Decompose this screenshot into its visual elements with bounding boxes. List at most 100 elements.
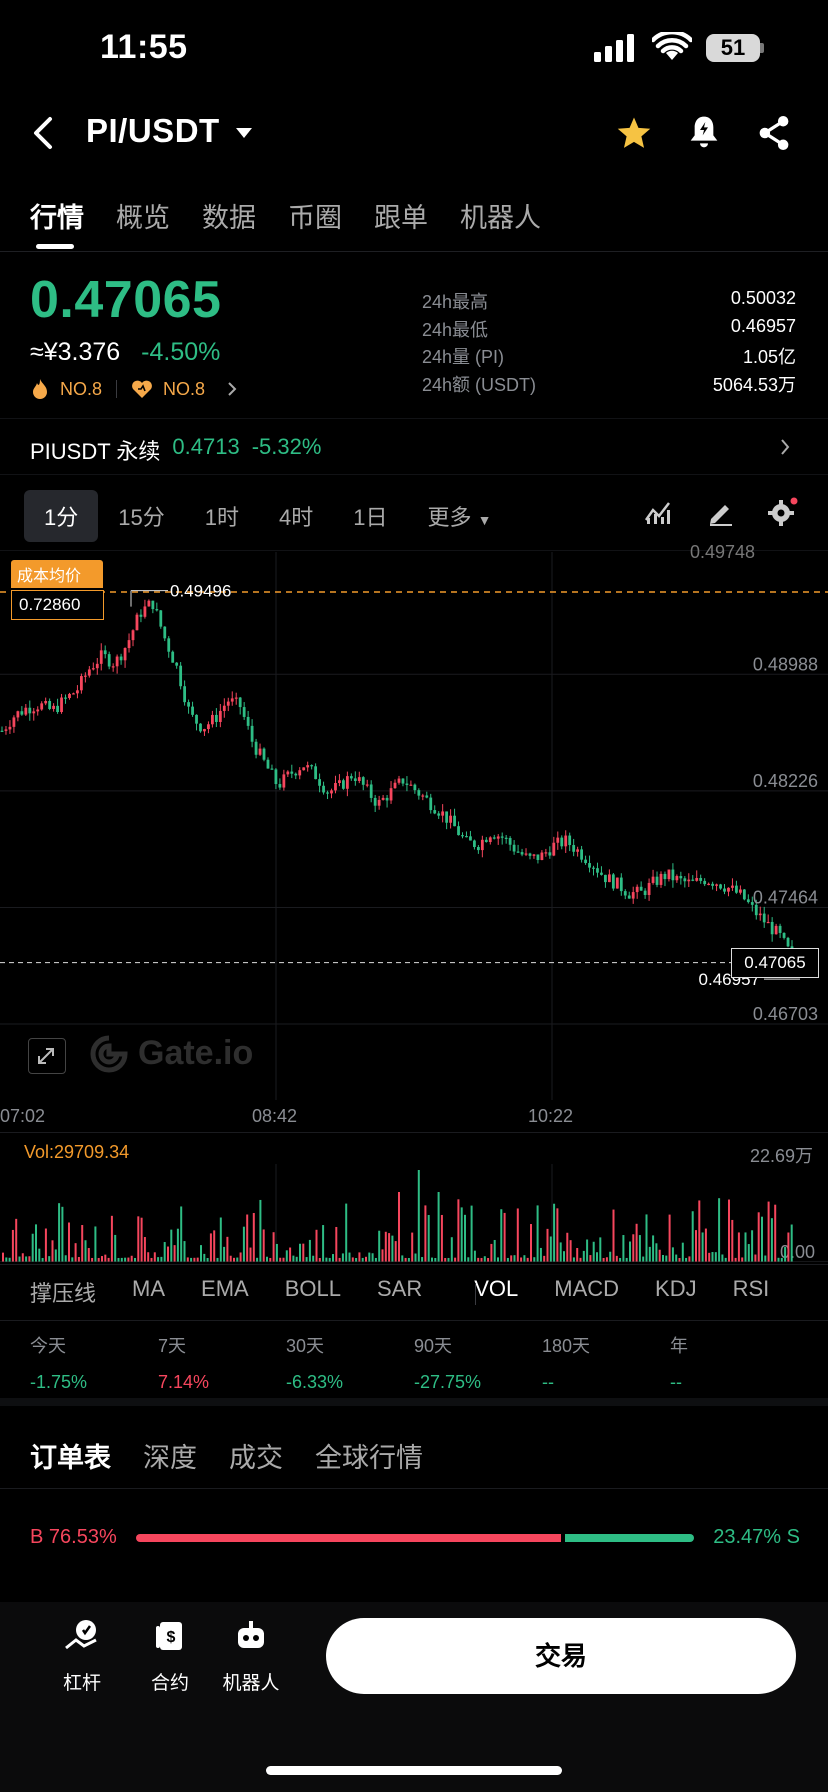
candle-body bbox=[413, 784, 417, 791]
volume-bar bbox=[157, 1257, 160, 1262]
candle-body bbox=[143, 606, 147, 617]
tab-bot[interactable]: 机器人 bbox=[460, 203, 541, 233]
volume-bar bbox=[576, 1247, 579, 1262]
candle-body bbox=[417, 790, 421, 796]
stat-row: 24h额 (USDT) 5064.53万 bbox=[422, 371, 796, 399]
candle-body bbox=[393, 782, 397, 789]
candlestick-chart[interactable]: 0.48988 0.48226 0.47464 0.46703 0.49496 0.4… bbox=[0, 552, 828, 1100]
nav-leverage[interactable]: 杠杆 bbox=[52, 1618, 112, 1695]
tab-underline bbox=[36, 244, 74, 249]
candle-body bbox=[238, 697, 242, 708]
candle-body bbox=[44, 700, 48, 704]
candle-body bbox=[512, 844, 516, 852]
volume-bar bbox=[411, 1232, 414, 1262]
volume-bar bbox=[285, 1250, 288, 1262]
rank-divider bbox=[116, 380, 118, 398]
candle-body bbox=[183, 686, 187, 703]
volume-bar bbox=[335, 1226, 338, 1262]
volume-bar bbox=[361, 1257, 364, 1262]
share-icon[interactable] bbox=[758, 116, 790, 150]
y-axis-tick-label: 0.48988 bbox=[753, 654, 818, 674]
indicator-rsi[interactable]: RSI bbox=[732, 1276, 770, 1301]
nav-contract[interactable]: $ 合约 bbox=[140, 1618, 200, 1695]
volume-bar bbox=[74, 1243, 77, 1262]
candle-body bbox=[254, 741, 258, 755]
draw-pen-icon[interactable] bbox=[706, 498, 734, 526]
indicator-vol[interactable]: VOL bbox=[474, 1276, 519, 1301]
stat-value: 0.46957 bbox=[730, 315, 796, 336]
volume-bar bbox=[645, 1214, 648, 1262]
heart-icon bbox=[132, 380, 152, 398]
chevron-down-icon[interactable] bbox=[236, 128, 252, 140]
candle-body bbox=[619, 877, 623, 892]
volume-bar bbox=[272, 1232, 275, 1262]
indicator-support-resistance[interactable]: 撑压线 bbox=[30, 1281, 97, 1306]
volume-bar bbox=[368, 1252, 371, 1262]
volume-bar bbox=[675, 1254, 678, 1262]
interval-15m[interactable]: 15分 bbox=[118, 505, 165, 530]
interval-4h[interactable]: 4时 bbox=[278, 505, 314, 530]
tab-overview[interactable]: 概览 bbox=[116, 203, 170, 233]
candle-body bbox=[580, 849, 583, 860]
perf-col: 年 -- bbox=[670, 1332, 798, 1393]
candle-body bbox=[433, 810, 437, 814]
high-marker: 0.49496 bbox=[130, 582, 231, 607]
indicator-macd[interactable]: MACD bbox=[554, 1276, 620, 1301]
tab-data[interactable]: 数据 bbox=[202, 203, 256, 233]
cost-average-badge[interactable]: 成本均价 bbox=[11, 560, 103, 588]
chevron-right-icon[interactable] bbox=[780, 438, 790, 456]
candle-body bbox=[695, 877, 699, 881]
interval-1d[interactable]: 1日 bbox=[353, 505, 388, 530]
volume-chart[interactable] bbox=[0, 1164, 828, 1262]
gate-logo-icon bbox=[90, 1035, 128, 1072]
volume-bar bbox=[592, 1241, 595, 1262]
candle-body bbox=[163, 626, 167, 639]
expand-icon bbox=[38, 1048, 54, 1064]
volume-bar bbox=[526, 1257, 529, 1262]
tab-copy-trading[interactable]: 跟单 bbox=[374, 203, 428, 233]
tab-market[interactable]: 行情 bbox=[30, 203, 84, 233]
tab-depth[interactable]: 深度 bbox=[143, 1443, 197, 1473]
volume-bar bbox=[259, 1199, 262, 1262]
candle-body bbox=[230, 698, 234, 702]
star-icon[interactable] bbox=[616, 116, 652, 150]
indicator-sar[interactable]: SAR bbox=[376, 1276, 423, 1301]
candle-body bbox=[195, 714, 198, 724]
volume-bar bbox=[54, 1249, 57, 1262]
volume-bar bbox=[213, 1230, 216, 1262]
candle-body bbox=[40, 703, 44, 710]
stat-row: 24h最高 0.50032 bbox=[422, 288, 796, 316]
candle-body bbox=[36, 709, 40, 712]
price-change: -4.50% bbox=[141, 338, 221, 366]
indicator-boll[interactable]: BOLL bbox=[284, 1276, 341, 1301]
volume-bar bbox=[774, 1204, 777, 1262]
tab-global-market[interactable]: 全球行情 bbox=[315, 1443, 423, 1473]
tab-community[interactable]: 币圈 bbox=[288, 203, 342, 233]
tab-trades[interactable]: 成交 bbox=[229, 1443, 283, 1473]
tab-orderbook[interactable]: 订单表 bbox=[30, 1443, 111, 1473]
trade-button[interactable]: 交易 bbox=[326, 1618, 796, 1694]
volume-bar bbox=[176, 1228, 179, 1262]
volume-bar bbox=[127, 1257, 130, 1262]
candle-body bbox=[409, 784, 413, 786]
interval-more[interactable]: 更多 ▼ bbox=[407, 490, 511, 542]
interval-1m[interactable]: 1分 bbox=[24, 490, 99, 542]
pair-title[interactable]: PI/USDT bbox=[86, 112, 220, 149]
back-icon[interactable] bbox=[30, 116, 56, 150]
volume-bar bbox=[668, 1214, 671, 1262]
nav-robot[interactable]: 机器人 bbox=[220, 1618, 282, 1695]
battery-tip bbox=[760, 43, 764, 53]
perpetual-row[interactable]: PIUSDT 永续 0.4713 -5.32% bbox=[30, 434, 321, 466]
indicator-ma[interactable]: MA bbox=[132, 1276, 166, 1301]
volume-bar bbox=[731, 1219, 734, 1262]
rank-line[interactable]: NO.8 NO.8 bbox=[30, 378, 237, 400]
interval-1h[interactable]: 1时 bbox=[204, 505, 239, 530]
indicator-ema[interactable]: EMA bbox=[201, 1276, 249, 1301]
fullscreen-button[interactable] bbox=[28, 1038, 66, 1074]
volume-bar bbox=[440, 1214, 443, 1262]
candle-body bbox=[683, 878, 687, 882]
indicator-chart-icon[interactable] bbox=[644, 498, 672, 526]
settings-gear-icon[interactable] bbox=[766, 496, 798, 528]
indicator-kdj[interactable]: KDJ bbox=[655, 1276, 697, 1301]
alert-bell-icon[interactable] bbox=[688, 114, 720, 150]
